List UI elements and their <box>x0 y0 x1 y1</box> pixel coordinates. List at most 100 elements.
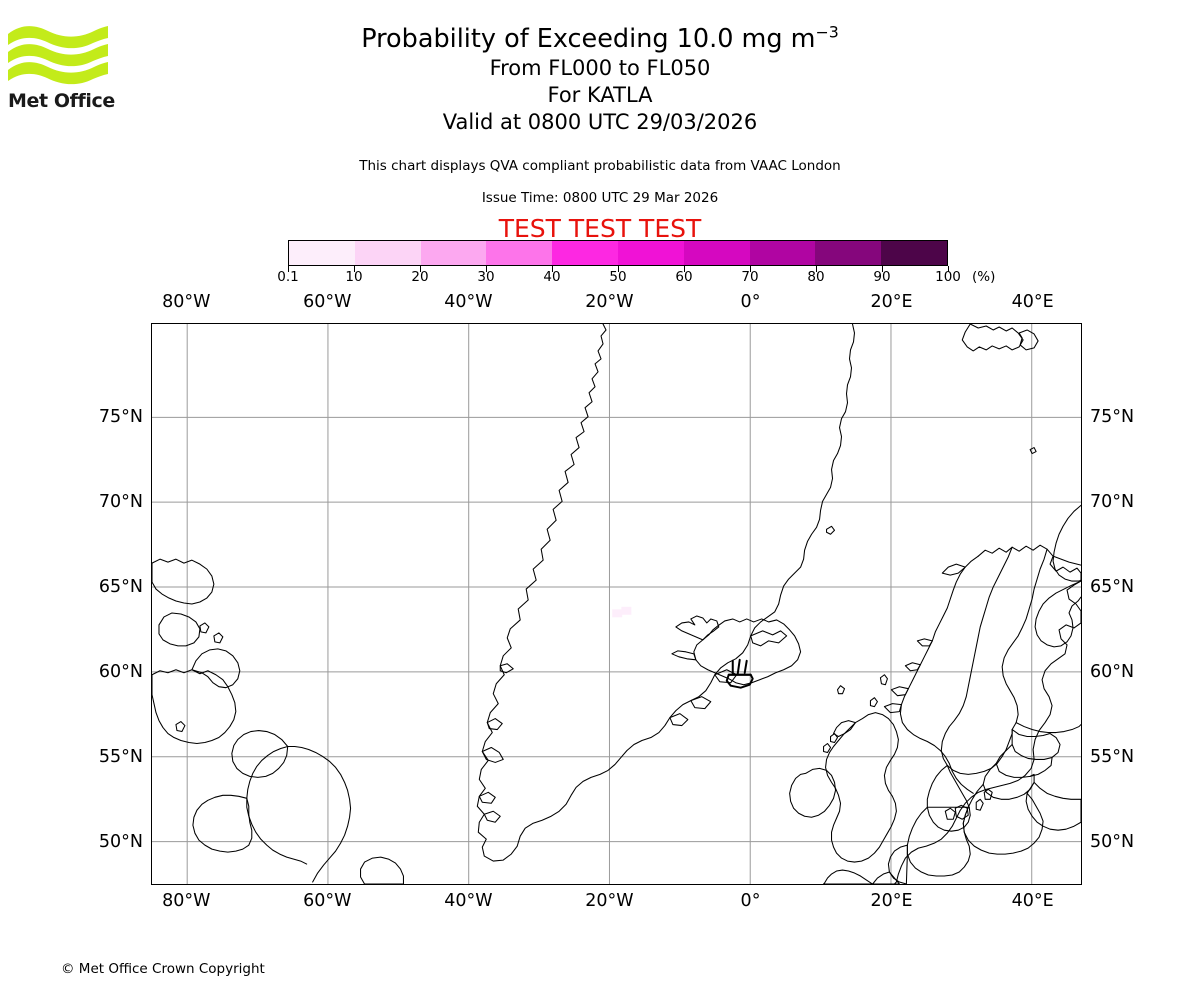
issue-time-label: Issue Time: 0800 UTC 29 Mar 2026 <box>481 190 719 206</box>
coast-hebrides-2 <box>823 742 832 753</box>
compliance-note: This chart displays QVA compliant probab… <box>359 158 841 174</box>
coast-greenland-fjord-d <box>478 791 496 804</box>
coast-baffin-island <box>152 669 237 745</box>
coast-shetland <box>879 674 888 686</box>
coast-oland <box>975 798 984 811</box>
lon-label-top-40°E: 40°E <box>1011 292 1054 312</box>
colorbar-label-80: 80 <box>807 269 825 285</box>
colorbar-label-20: 20 <box>411 269 429 285</box>
title-flight-levels: From FL000 to FL050 <box>489 56 711 80</box>
colorbar-ticks <box>288 266 949 274</box>
border-belarus <box>1025 781 1081 831</box>
colorbar-segment-4 <box>552 241 618 265</box>
coast-ellesmere <box>152 558 215 605</box>
colorbar-tick-40 <box>552 266 553 272</box>
colorbar-label-60: 60 <box>675 269 693 285</box>
lon-label-bottom-40°W: 40°W <box>444 891 493 911</box>
coast-white-sea <box>1034 580 1081 648</box>
lat-label-right-60°N: 60°N <box>1090 662 1135 683</box>
coast-newfoundland <box>360 856 404 884</box>
colorbar-tick-60 <box>684 266 685 272</box>
probability-colorbar <box>288 240 948 266</box>
coast-norway-fjords-3 <box>890 686 909 697</box>
coast-greenland-fjord-f <box>714 669 738 684</box>
chart-title-block: Probability of Exceeding 10.0 mg m−3 Fro… <box>0 24 1200 136</box>
coast-novaya-zemlya <box>1052 504 1081 582</box>
lat-label-right-55°N: 55°N <box>1090 747 1135 768</box>
copyright-notice: © Met Office Crown Copyright <box>61 961 265 977</box>
coast-zealand <box>954 804 969 820</box>
met-office-wordmark: Met Office <box>8 90 115 112</box>
map-canvas <box>152 324 1081 884</box>
lon-label-top-40°W: 40°W <box>444 292 493 312</box>
colorbar-segment-5 <box>617 241 684 265</box>
coast-norway-fjords-4 <box>883 703 902 714</box>
coast-scandinavia <box>893 544 1081 884</box>
coast-jan-mayen <box>826 525 836 535</box>
border-lithuania <box>982 762 1035 800</box>
map-plot-area <box>151 323 1082 885</box>
colorbar-segment-1 <box>354 241 421 265</box>
colorbar-label-30: 30 <box>477 269 495 285</box>
coast-denmark-jutland <box>926 764 971 832</box>
ash-probability-layer <box>612 606 632 618</box>
lat-label-right-65°N: 65°N <box>1090 576 1135 597</box>
coast-norway-west <box>899 555 979 794</box>
coast-svalbard <box>961 324 1024 352</box>
coast-quebec-north <box>231 730 289 778</box>
coast-greenland-fjords-west <box>499 663 514 674</box>
lon-label-top-60°W: 60°W <box>303 292 352 312</box>
border-poland <box>962 783 1044 855</box>
coast-labrador <box>246 745 352 883</box>
coast-small-island-c <box>175 721 186 733</box>
coast-greenland-fjord-h <box>669 713 689 727</box>
test-banner: TEST TEST TEST <box>498 214 702 243</box>
coast-ireland <box>789 767 837 818</box>
coast-great-britain <box>825 712 899 863</box>
coast-greenland-scoresby <box>750 630 788 647</box>
lat-label-left-75°N: 75°N <box>98 406 143 427</box>
border-sweden-finland <box>1001 548 1048 731</box>
colorbar-segment-0 <box>289 241 355 265</box>
coast-hebrides <box>830 733 839 744</box>
map-gridlines <box>152 324 1081 884</box>
lon-label-bottom-20°E: 20°E <box>870 891 913 911</box>
lat-label-left-60°N: 60°N <box>98 662 143 683</box>
coast-iceland-westfjords <box>675 615 720 641</box>
lon-label-top-0°: 0° <box>740 292 761 312</box>
colorbar-tick-10 <box>354 266 355 272</box>
colorbar-tick-90 <box>882 266 883 272</box>
ash-cell-1 <box>621 606 632 615</box>
colorbar-segment-9 <box>881 241 947 265</box>
colorbar-tick-50 <box>618 266 619 272</box>
lon-label-bottom-0°: 0° <box>740 891 761 911</box>
met-office-logo: Met Office <box>8 24 126 116</box>
coast-small-island-b <box>213 632 224 644</box>
colorbar-segment-2 <box>420 241 487 265</box>
coastline-layer <box>152 324 1081 884</box>
coast-belgium <box>871 871 900 884</box>
lat-label-right-70°N: 70°N <box>1090 491 1135 512</box>
lat-label-left-50°N: 50°N <box>98 832 143 853</box>
coast-faroe-islands <box>837 685 846 695</box>
coast-orkney <box>869 697 878 708</box>
colorbar-label-10: 10 <box>345 269 363 285</box>
colorbar-label-100: 100 <box>935 269 961 285</box>
colorbar-tick-20 <box>420 266 421 272</box>
ash-cell-0 <box>612 609 623 618</box>
coast-scotland-highlands <box>833 720 857 738</box>
colorbar-segment-3 <box>486 241 553 265</box>
colorbar-label-70: 70 <box>741 269 759 285</box>
lon-label-top-80°W: 80°W <box>162 292 211 312</box>
coast-baffin-north <box>191 648 241 689</box>
coast-norway-fjords-2 <box>904 662 921 672</box>
colorbar-gradient <box>288 240 948 266</box>
coast-hudson-strait <box>192 794 253 853</box>
coast-greenland-fjord-e <box>483 810 501 823</box>
border-estonia <box>1011 729 1061 760</box>
colorbar-segment-7 <box>749 241 816 265</box>
lon-label-bottom-40°E: 40°E <box>1011 891 1054 911</box>
katla-volcano-marker <box>727 658 752 676</box>
coast-lofoten <box>941 563 966 576</box>
lat-label-right-50°N: 50°N <box>1090 832 1135 853</box>
